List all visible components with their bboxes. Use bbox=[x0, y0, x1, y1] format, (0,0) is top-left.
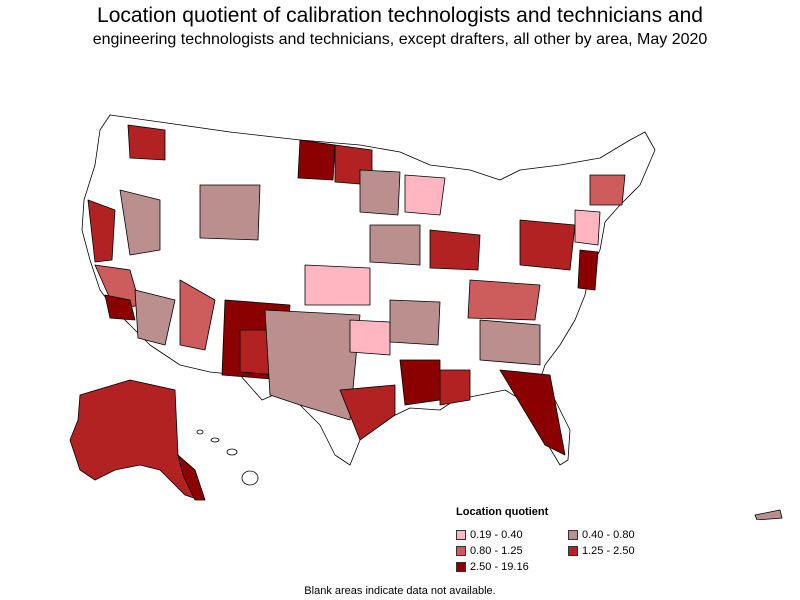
footnote: Blank areas indicate data not available. bbox=[304, 585, 496, 597]
map-region bbox=[339, 384, 396, 441]
legend-item: 0.19 - 0.40 bbox=[456, 528, 568, 542]
legend-swatch bbox=[568, 530, 578, 540]
map-region bbox=[297, 139, 336, 181]
map-title-line-1: Location quotient of calibration technol… bbox=[97, 4, 703, 27]
map-region bbox=[479, 319, 541, 366]
legend-label: 0.19 - 0.40 bbox=[470, 529, 523, 541]
alaska-panhandle bbox=[177, 453, 206, 501]
map-region bbox=[179, 279, 216, 351]
map-region bbox=[574, 209, 601, 246]
map-region bbox=[519, 219, 576, 271]
alaska-region bbox=[69, 379, 201, 501]
map-region bbox=[119, 189, 161, 256]
map-region bbox=[399, 359, 441, 406]
legend-swatch bbox=[568, 546, 578, 556]
legend-item: 2.50 - 19.16 bbox=[456, 560, 568, 574]
legend-item: 0.40 - 0.80 bbox=[568, 528, 680, 542]
map-region bbox=[499, 369, 566, 456]
map-legend: Location quotient 0.19 - 0.40 0.40 - 0.8… bbox=[456, 506, 696, 574]
legend-label: 0.40 - 0.80 bbox=[582, 529, 635, 541]
map-region bbox=[87, 199, 116, 263]
legend-swatch bbox=[456, 562, 466, 572]
map-region bbox=[264, 309, 361, 421]
map-region bbox=[104, 294, 136, 321]
hawaii-islands bbox=[196, 429, 259, 486]
map-title-line-2: engineering technologists and technician… bbox=[92, 31, 708, 48]
map-region bbox=[304, 264, 371, 306]
map-region bbox=[467, 279, 541, 321]
map-region bbox=[349, 319, 391, 356]
map-region bbox=[577, 249, 599, 291]
legend-item: 0.80 - 1.25 bbox=[456, 544, 568, 558]
map-region bbox=[199, 184, 261, 241]
legend-swatch bbox=[456, 546, 466, 556]
legend-title: Location quotient bbox=[456, 506, 549, 518]
legend-label: 1.25 - 2.50 bbox=[582, 545, 635, 557]
map-region bbox=[404, 174, 446, 216]
legend-label: 2.50 - 19.16 bbox=[470, 561, 529, 573]
puerto-rico-region bbox=[754, 509, 783, 520]
map-region bbox=[127, 124, 166, 161]
us-area-map bbox=[69, 114, 783, 520]
map-region bbox=[389, 299, 441, 346]
map-region bbox=[439, 369, 471, 406]
map-region bbox=[589, 174, 626, 206]
map-region bbox=[359, 169, 401, 216]
legend-label: 0.80 - 1.25 bbox=[470, 545, 523, 557]
map-region bbox=[369, 224, 421, 266]
legend-item: 1.25 - 2.50 bbox=[568, 544, 680, 558]
map-region bbox=[134, 289, 176, 346]
legend-swatch bbox=[456, 530, 466, 540]
map-region bbox=[429, 229, 481, 271]
